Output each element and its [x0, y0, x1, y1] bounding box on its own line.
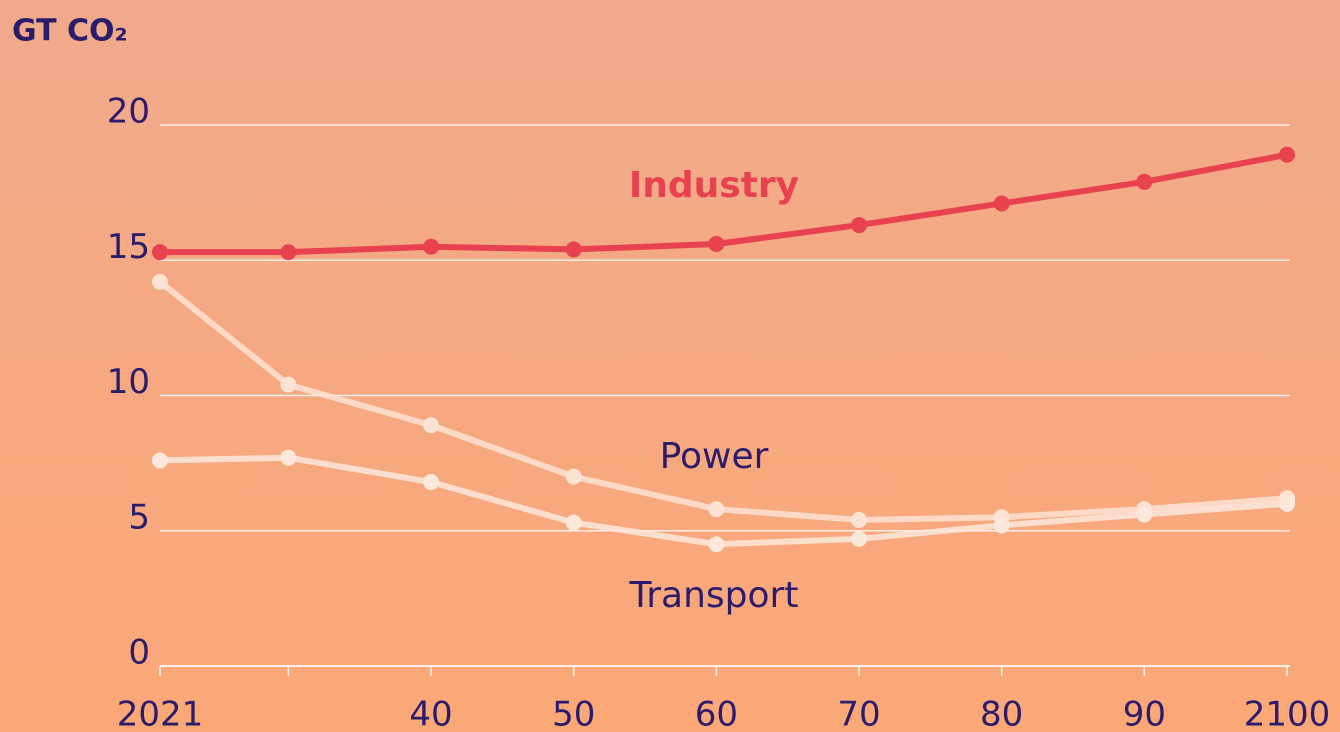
point [152, 452, 168, 469]
point [423, 417, 440, 434]
y-tick-label: 15 [107, 227, 150, 267]
y-tick-label: 20 [107, 92, 150, 132]
point [1279, 146, 1295, 163]
point [1136, 506, 1153, 523]
x-tick-label: 2021 [117, 695, 204, 732]
point [565, 514, 582, 531]
point [152, 244, 168, 261]
point [993, 517, 1010, 534]
series-label: Transport [629, 575, 799, 616]
x-tick-label: 70 [837, 695, 880, 732]
x-tick-label: 50 [552, 695, 595, 732]
y-tick-label: 0 [128, 633, 150, 673]
x-tick-label: 2100 [1244, 695, 1331, 732]
y-tick-label: 5 [128, 497, 150, 537]
y-axis-label: GT CO₂ [12, 14, 128, 49]
series-label: Industry [629, 165, 799, 206]
point [565, 241, 582, 258]
point [851, 511, 868, 528]
x-tick-label: 40 [409, 695, 452, 732]
point [280, 244, 297, 261]
point [565, 468, 582, 485]
point [280, 376, 297, 393]
x-tick-label: 80 [980, 695, 1023, 732]
point [851, 530, 868, 547]
point [423, 474, 440, 491]
y-tick-label: 10 [107, 362, 150, 402]
point [152, 273, 168, 290]
point [993, 195, 1010, 212]
point [423, 238, 440, 255]
line [158, 279, 1288, 523]
x-tick-label: 90 [1123, 695, 1166, 732]
point [708, 536, 725, 553]
point [708, 501, 725, 518]
point [280, 449, 297, 466]
point [851, 217, 868, 234]
point [1279, 495, 1295, 512]
point [708, 236, 725, 253]
x-tick-label: 60 [695, 695, 738, 732]
series-label: Power [660, 436, 769, 477]
point [1136, 173, 1153, 190]
